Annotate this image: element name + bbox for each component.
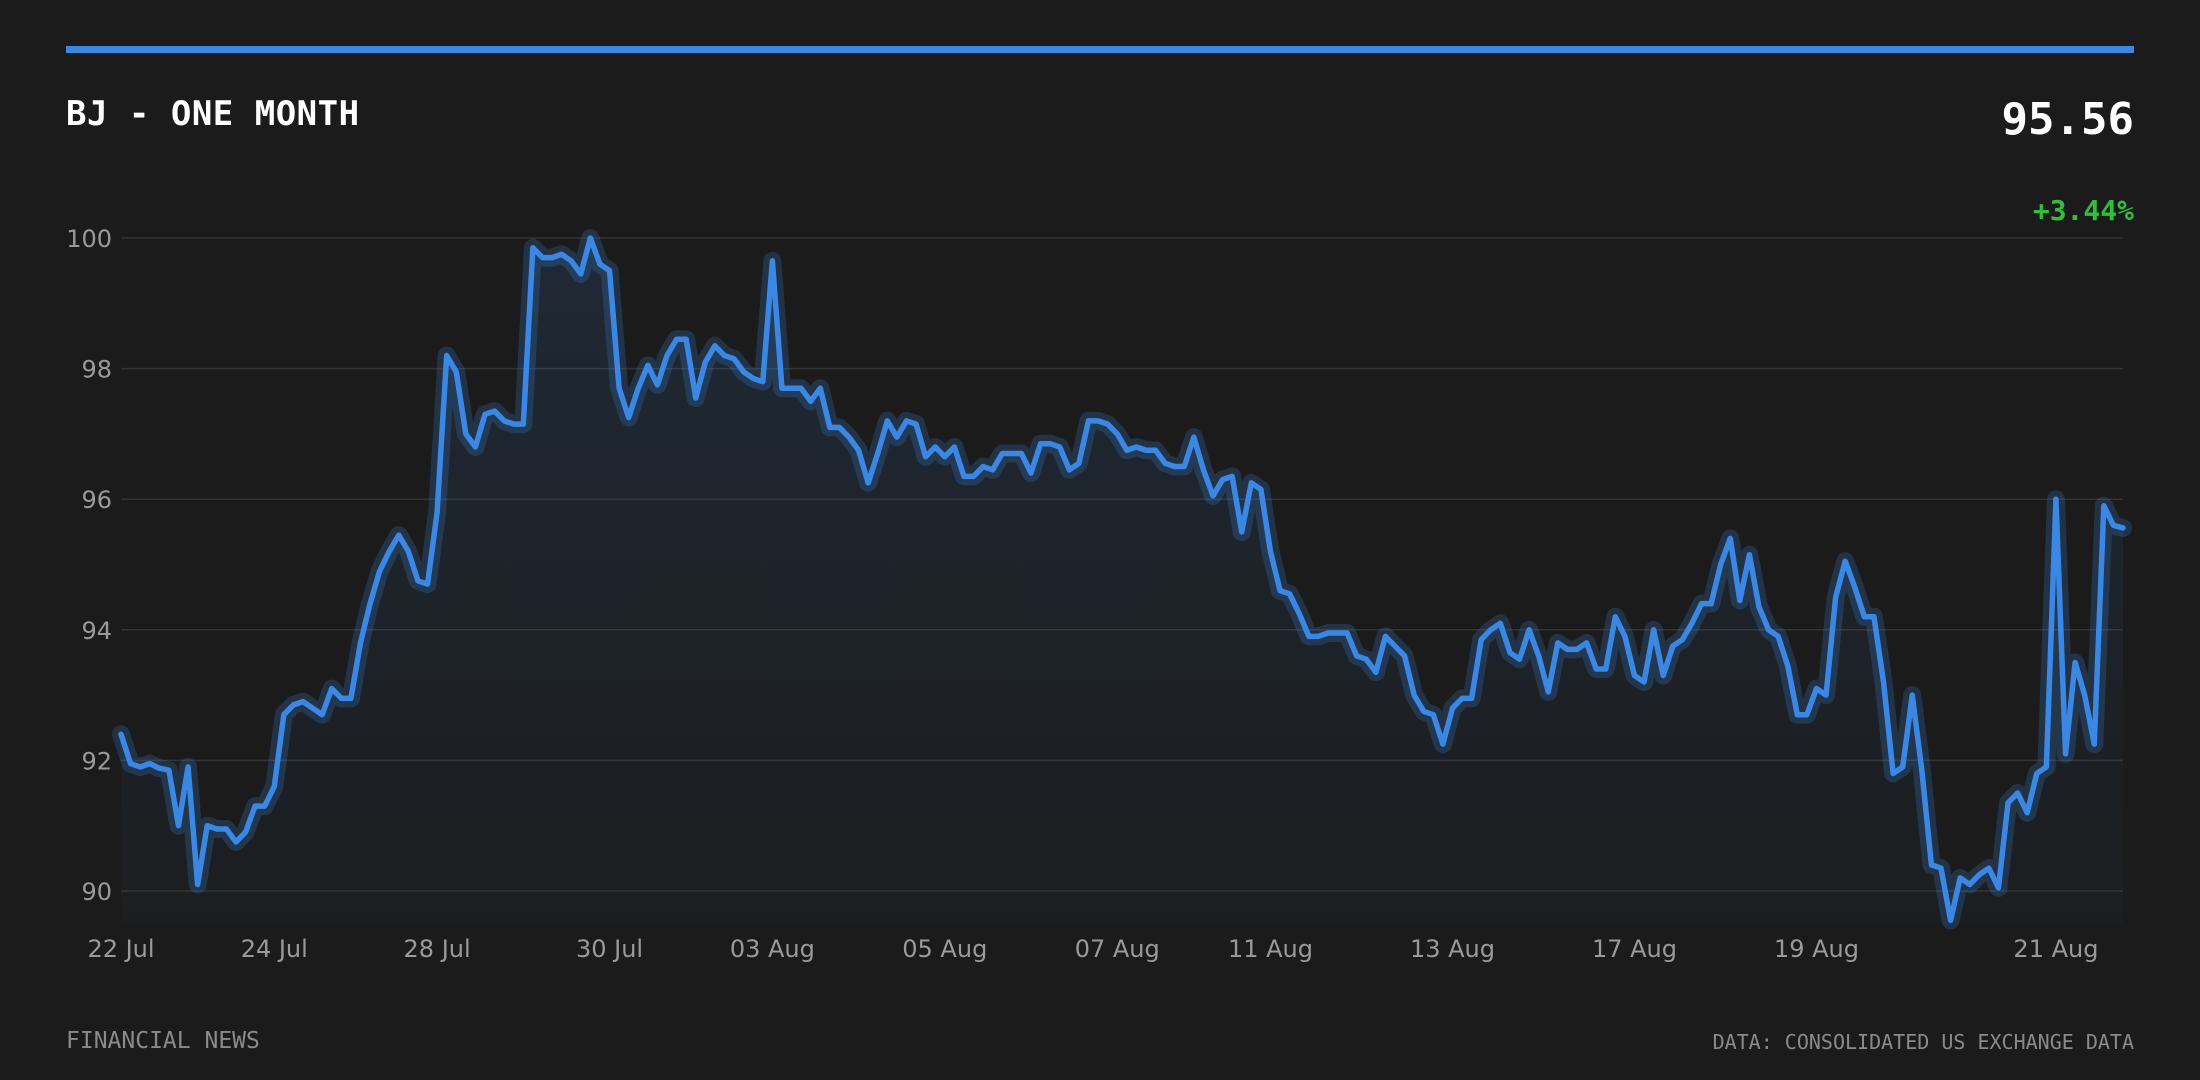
x-tick-label: 19 Aug [1774, 935, 1859, 963]
y-tick-label: 92 [81, 747, 112, 775]
price-change: +3.44% [2032, 194, 2134, 227]
x-axis-ticks: 22 Jul 24 Jul 28 Jul 30 Jul 03 Aug 05 Aug 07 A… [87, 935, 2098, 963]
y-tick-label: 94 [81, 617, 112, 645]
source-left: FINANCIAL NEWS [66, 1028, 260, 1054]
x-tick-label: 24 Jul [241, 935, 308, 963]
x-tick-label: 17 Aug [1592, 935, 1677, 963]
chart-title: BJ - ONE MONTH [66, 94, 360, 134]
x-tick-label: 03 Aug [730, 935, 815, 963]
x-tick-label: 13 Aug [1410, 935, 1495, 963]
x-tick-label: 07 Aug [1075, 935, 1160, 963]
series-line [118, 235, 2126, 924]
x-tick-label: 30 Jul [576, 935, 643, 963]
x-tick-label: 21 Aug [2013, 935, 2098, 963]
x-tick-label: 28 Jul [404, 935, 471, 963]
y-axis-ticks: 90 92 94 96 98 100 [66, 225, 112, 906]
y-tick-label: 90 [81, 878, 112, 906]
y-tick-label: 98 [81, 356, 112, 384]
x-tick-label: 05 Aug [902, 935, 987, 963]
y-tick-label: 96 [81, 486, 112, 514]
source-right: DATA: CONSOLIDATED US EXCHANGE DATA [1712, 1030, 2134, 1054]
y-tick-label: 100 [66, 225, 112, 253]
top-accent-rule [66, 46, 2134, 53]
current-price: 95.56 [2001, 94, 2134, 145]
x-tick-label: 11 Aug [1228, 935, 1313, 963]
series-area-fill [121, 238, 2123, 924]
x-tick-label: 22 Jul [87, 935, 154, 963]
series-price [112, 229, 2132, 930]
